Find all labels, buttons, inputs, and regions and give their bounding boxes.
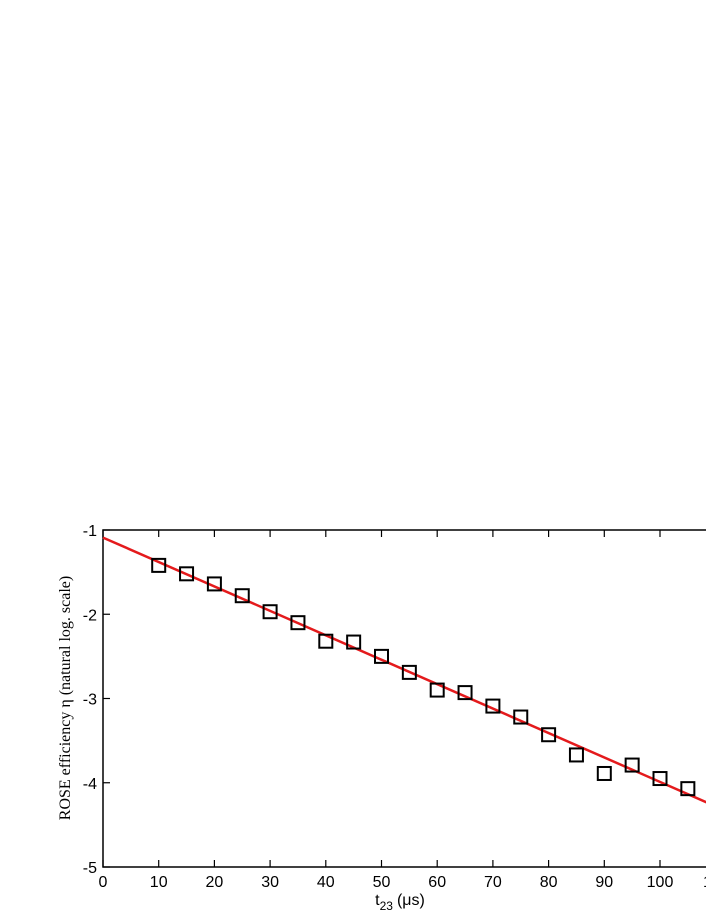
data-point <box>624 757 640 773</box>
fit-line <box>102 536 706 804</box>
x-tick-label: 50 <box>373 874 391 891</box>
x-tick-label: 0 <box>99 874 108 891</box>
data-point <box>234 588 250 604</box>
data-point <box>513 709 529 725</box>
y-tick-label: -5 <box>83 860 97 877</box>
data-point <box>374 648 389 664</box>
data-point <box>457 685 473 701</box>
data-point <box>429 682 445 698</box>
data-point <box>290 615 306 631</box>
x-tick-label: 60 <box>428 874 446 891</box>
data-point <box>318 633 334 649</box>
data-point <box>401 664 417 680</box>
x-tick-label: 70 <box>484 874 502 891</box>
x-label-unit: (μs) <box>397 892 425 909</box>
data-point <box>151 557 167 573</box>
data-point <box>596 765 612 781</box>
x-tick-label: 40 <box>317 874 335 891</box>
data-point <box>485 698 501 714</box>
y-tick-label: -2 <box>83 607 97 624</box>
data-point <box>206 576 222 592</box>
data-point <box>568 747 584 763</box>
x-label-sub: 23 <box>380 899 394 913</box>
x-tick-label: 100 <box>647 874 674 891</box>
x-tick-label: 80 <box>540 874 558 891</box>
data-point <box>680 781 696 797</box>
x-tick-label: 110 <box>703 874 706 891</box>
y-tick-label: -1 <box>83 523 97 540</box>
x-tick-label: 90 <box>595 874 613 891</box>
data-point <box>179 566 195 582</box>
x-label-base: t <box>375 892 380 909</box>
y-tick-label: -4 <box>83 776 97 793</box>
x-tick-label: 30 <box>261 874 279 891</box>
x-tick-label: 10 <box>150 874 168 891</box>
data-point <box>262 604 278 620</box>
y-tick-label: -3 <box>83 692 97 709</box>
data-point <box>541 727 557 743</box>
y-axis-label: ROSE efficiency η (natural log. scale) <box>57 576 74 820</box>
data-point <box>346 634 362 650</box>
x-axis-label: t23 (μs) <box>375 892 425 913</box>
data-point <box>652 771 668 787</box>
x-tick-label: 20 <box>206 874 224 891</box>
